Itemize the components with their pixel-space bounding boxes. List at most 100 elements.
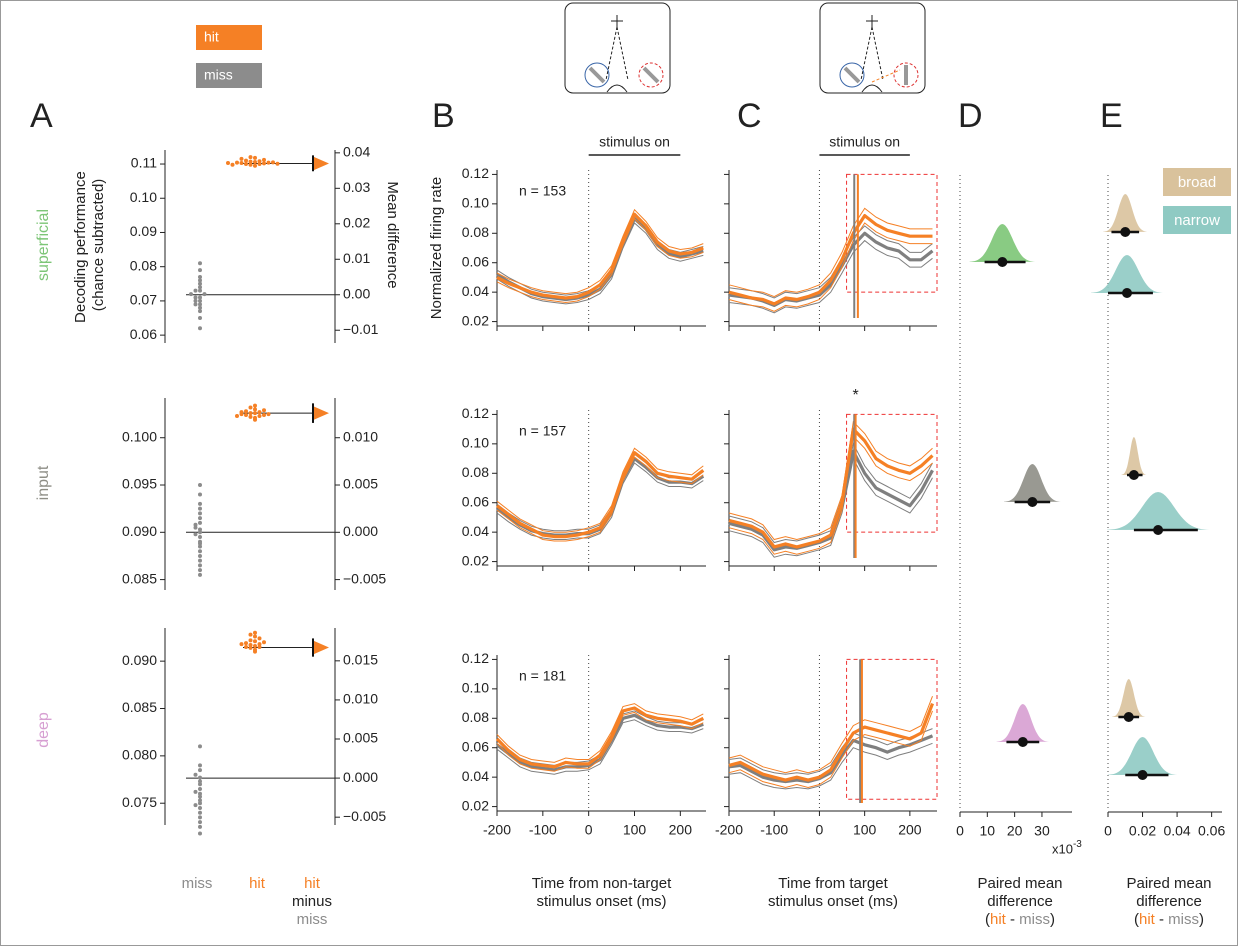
mean-point (1122, 288, 1132, 298)
x-tick-label: 200 (669, 822, 693, 838)
y-axis-label-line: (chance subtracted) (90, 179, 107, 312)
swarm-point (198, 275, 202, 279)
y-tick-label: 0.090 (122, 523, 157, 539)
swarm-point (253, 160, 257, 164)
x-tick-label: 0.04 (1163, 823, 1190, 839)
x-axis-label: (hit - miss) (1134, 911, 1204, 928)
swarm-point (240, 410, 244, 414)
swarm-point (198, 559, 202, 563)
swarm-point (267, 412, 271, 416)
y-tick-label: 0.06 (462, 738, 489, 754)
y2-tick-label: 0.010 (343, 691, 378, 707)
swarm-point (253, 407, 257, 411)
swarm-point (249, 411, 253, 415)
x-axis-label-part: miss (1019, 911, 1050, 928)
mean-point (1018, 737, 1028, 747)
y-tick-label: 0.075 (122, 794, 157, 810)
y2-tick-label: 0.000 (343, 769, 378, 785)
mean-point (1138, 770, 1148, 780)
x-tick-label: 0.06 (1198, 823, 1225, 839)
swarm-point (198, 527, 202, 531)
swarm-point (198, 825, 202, 829)
swarm-point (258, 642, 262, 646)
x-axis-label: stimulus onset (ms) (536, 893, 666, 910)
swarm-point (262, 161, 266, 165)
swarm-point (240, 157, 244, 161)
x-axis-label-part: - (1006, 911, 1019, 928)
y-tick-label: 0.08 (462, 709, 489, 725)
swarm-point (198, 832, 202, 836)
y2-tick-label: 0.010 (343, 428, 378, 444)
swarm-point (194, 289, 198, 293)
legend-label: narrow (1174, 212, 1220, 229)
swarm-point (249, 415, 253, 419)
y-tick-label: 0.08 (130, 257, 157, 273)
swarm-point (198, 798, 202, 802)
x-axis-label: (hit - miss) (985, 911, 1055, 928)
stimulus-label: stimulus on (829, 134, 900, 150)
swarm-point (189, 292, 193, 296)
significance-star: * (852, 387, 858, 404)
y-tick-label: 0.07 (130, 292, 157, 308)
swarm-point (198, 820, 202, 824)
swarm-point (198, 511, 202, 515)
swarm-point (253, 416, 257, 420)
swarm-point (198, 549, 202, 553)
x-axis-label: Time from non-target (532, 875, 672, 892)
row-label: superficial (35, 209, 52, 281)
legend-label: broad (1178, 174, 1216, 191)
y-tick-label: 0.100 (122, 428, 157, 444)
swarm-point (198, 483, 202, 487)
x-tick-label: 200 (898, 822, 922, 838)
y-tick-label: 0.10 (462, 195, 489, 211)
legend-label: hit (204, 29, 219, 45)
swarm-point (244, 159, 248, 163)
swarm-point (240, 161, 244, 165)
panel-label: B (432, 97, 455, 135)
x-label-miss: miss (182, 875, 213, 892)
y2-tick-label: 0.000 (343, 523, 378, 539)
swarm-point (244, 645, 248, 649)
swarm-point (198, 282, 202, 286)
swarm-point (198, 779, 202, 783)
mean-point (1027, 497, 1037, 507)
y-tick-label: 0.12 (462, 650, 489, 666)
x-tick-label: -200 (483, 822, 511, 838)
swarm-point (262, 408, 266, 412)
swarm-point (198, 521, 202, 525)
swarm-point (276, 162, 280, 166)
swarm-point (271, 160, 275, 164)
y-tick-label: 0.11 (131, 155, 157, 171)
x-axis-label: difference (1136, 893, 1202, 910)
swarm-point (244, 409, 248, 413)
x-tick-label: 10 (980, 823, 996, 839)
y-tick-label: 0.06 (130, 326, 157, 342)
swarm-point (198, 289, 202, 293)
y-axis-label-line: Decoding performance (72, 171, 89, 323)
swarm-point (198, 573, 202, 577)
swarm-point (194, 523, 198, 527)
x-label-hit: hit (249, 875, 266, 892)
y-axis-label: Decoding performance (chance subtracted) (72, 167, 107, 323)
swarm-point (253, 404, 257, 408)
swarm-point (198, 776, 202, 780)
y2-tick-label: −0.005 (343, 808, 386, 824)
swarm-point (198, 806, 202, 810)
x-axis-label-part: hit (1139, 911, 1156, 928)
swarm-point (198, 309, 202, 313)
x-tick-label: 100 (853, 822, 877, 838)
y2-tick-label: 0.04 (343, 144, 370, 160)
stimulus-label: stimulus on (599, 134, 670, 150)
swarm-point (235, 161, 239, 165)
swarm-point (198, 568, 202, 572)
x-label-hit: hit (304, 875, 321, 892)
swarm-point (198, 285, 202, 289)
x-axis-label-part: ) (1199, 911, 1204, 928)
y-tick-label: 0.02 (462, 797, 489, 813)
swarm-point (198, 268, 202, 272)
y2-tick-label: 0.005 (343, 476, 378, 492)
swarm-point (249, 633, 253, 637)
y2-tick-label: 0.02 (343, 214, 370, 230)
swarm-point (198, 507, 202, 511)
swarm-point (194, 532, 198, 536)
